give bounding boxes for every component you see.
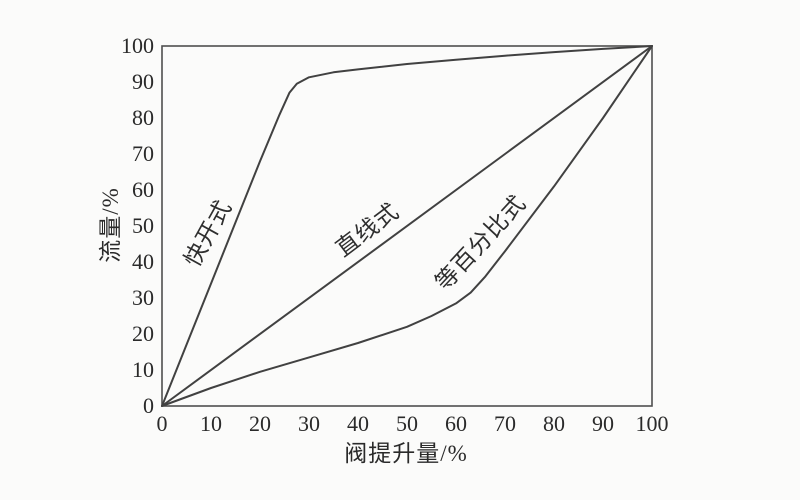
x-tick-label: 80	[543, 411, 565, 436]
y-tick-label: 50	[132, 213, 154, 238]
x-tick-label: 40	[347, 411, 369, 436]
y-tick-label: 80	[132, 105, 154, 130]
y-tick-label: 40	[132, 249, 154, 274]
x-tick-label: 30	[298, 411, 320, 436]
y-tick-label: 60	[132, 177, 154, 202]
y-tick-label: 20	[132, 321, 154, 346]
y-tick-label: 10	[132, 357, 154, 382]
x-tick-label: 20	[249, 411, 271, 436]
y-axis-title: 流量/%	[98, 187, 123, 263]
x-tick-label: 50	[396, 411, 418, 436]
axes-frame	[161, 45, 653, 407]
curve-equal-percentage	[161, 45, 653, 407]
y-tick-label: 30	[132, 285, 154, 310]
x-tick-label: 100	[636, 411, 669, 436]
y-tick-label: 90	[132, 69, 154, 94]
x-tick-label: 0	[157, 411, 168, 436]
y-tick-label: 70	[132, 141, 154, 166]
x-tick-label: 90	[592, 411, 614, 436]
x-tick-label: 60	[445, 411, 467, 436]
curve-quick-opening	[161, 45, 653, 407]
y-tick-label: 100	[121, 33, 154, 58]
x-tick-label: 10	[200, 411, 222, 436]
x-tick-label: 70	[494, 411, 516, 436]
y-tick-label: 0	[143, 393, 154, 418]
curve-linear	[161, 45, 653, 407]
x-axis-title: 阀提升量/%	[344, 441, 468, 466]
